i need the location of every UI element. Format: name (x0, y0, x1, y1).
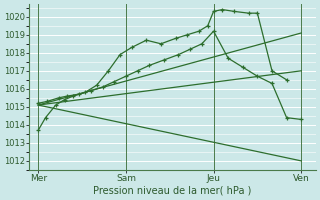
X-axis label: Pression niveau de la mer( hPa ): Pression niveau de la mer( hPa ) (93, 186, 252, 196)
